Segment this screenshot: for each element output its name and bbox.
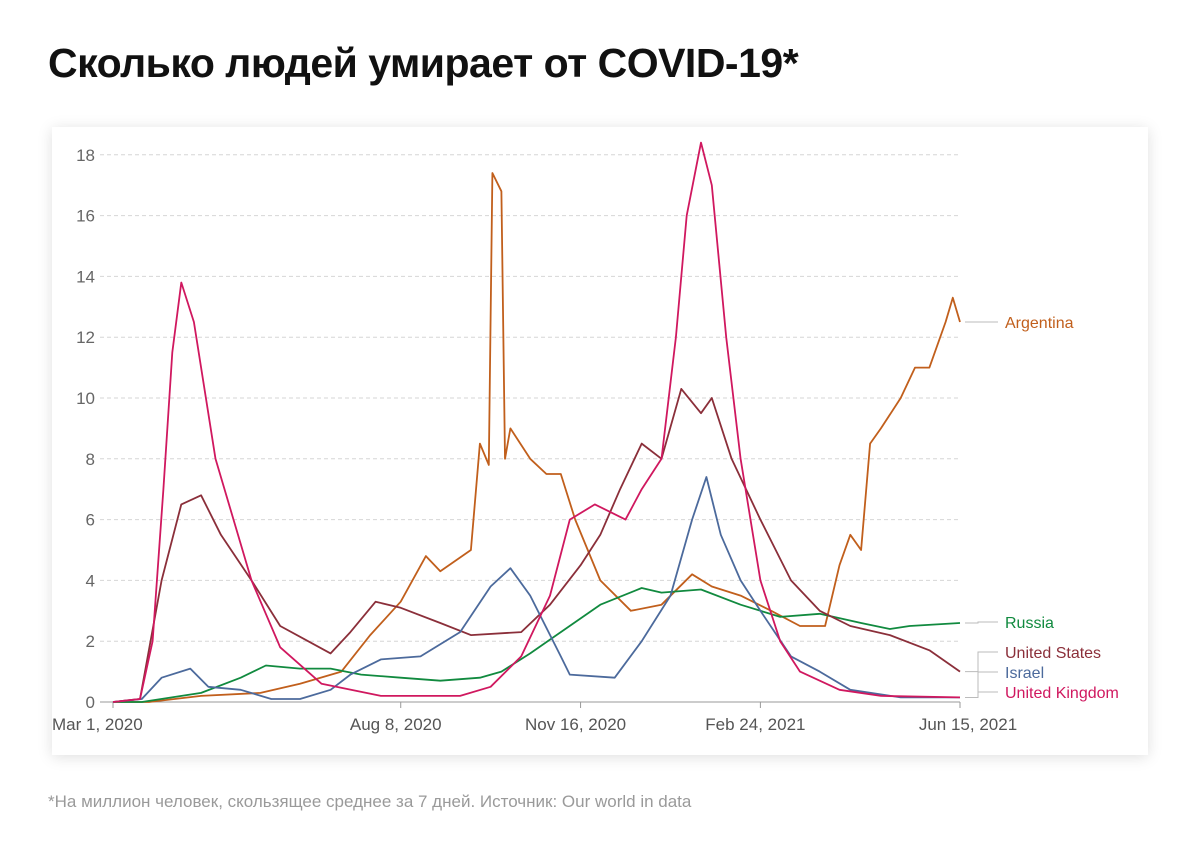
legend-connector: [965, 651, 998, 673]
y-tick-label: 2: [86, 632, 95, 651]
legend-label: United States: [1005, 645, 1101, 662]
legend-connector: [965, 621, 998, 624]
legend-label: United Kingdom: [1005, 685, 1119, 702]
y-tick-label: 10: [76, 389, 95, 408]
x-tick-label: Jun 15, 2021: [919, 715, 1017, 734]
y-tick-label: 4: [86, 571, 95, 590]
page-title: Сколько людей умирает от COVID-19*: [48, 40, 799, 86]
y-tick-label: 6: [86, 511, 95, 530]
series-line-united-states: [112, 388, 961, 703]
legend-connector: [965, 671, 998, 698]
x-tick-label: Aug 8, 2020: [350, 715, 442, 734]
series-line-israel: [112, 476, 960, 703]
y-tick-label: 16: [76, 207, 95, 226]
x-tick-label: Mar 1, 2020: [52, 715, 143, 734]
series-line-russia: [113, 587, 961, 703]
series-line-argentina: [113, 172, 961, 703]
chart-card: [52, 127, 1148, 755]
legend-label: Israel: [1005, 665, 1044, 682]
legend-label: Argentina: [1005, 315, 1074, 332]
x-tick-label: Feb 24, 2021: [705, 715, 805, 734]
y-tick-label: 14: [76, 267, 95, 286]
y-tick-label: 12: [76, 328, 95, 347]
legend-label: Russia: [1005, 615, 1054, 632]
series-line-united-kingdom: [112, 141, 961, 703]
x-tick-label: Nov 16, 2020: [525, 715, 626, 734]
legend-connector: [965, 691, 998, 698]
y-tick-label: 18: [76, 146, 95, 165]
footnote: *На миллион человек, скользящее среднее …: [48, 792, 692, 811]
y-tick-label: 8: [86, 450, 95, 469]
y-tick-label: 0: [86, 693, 95, 712]
